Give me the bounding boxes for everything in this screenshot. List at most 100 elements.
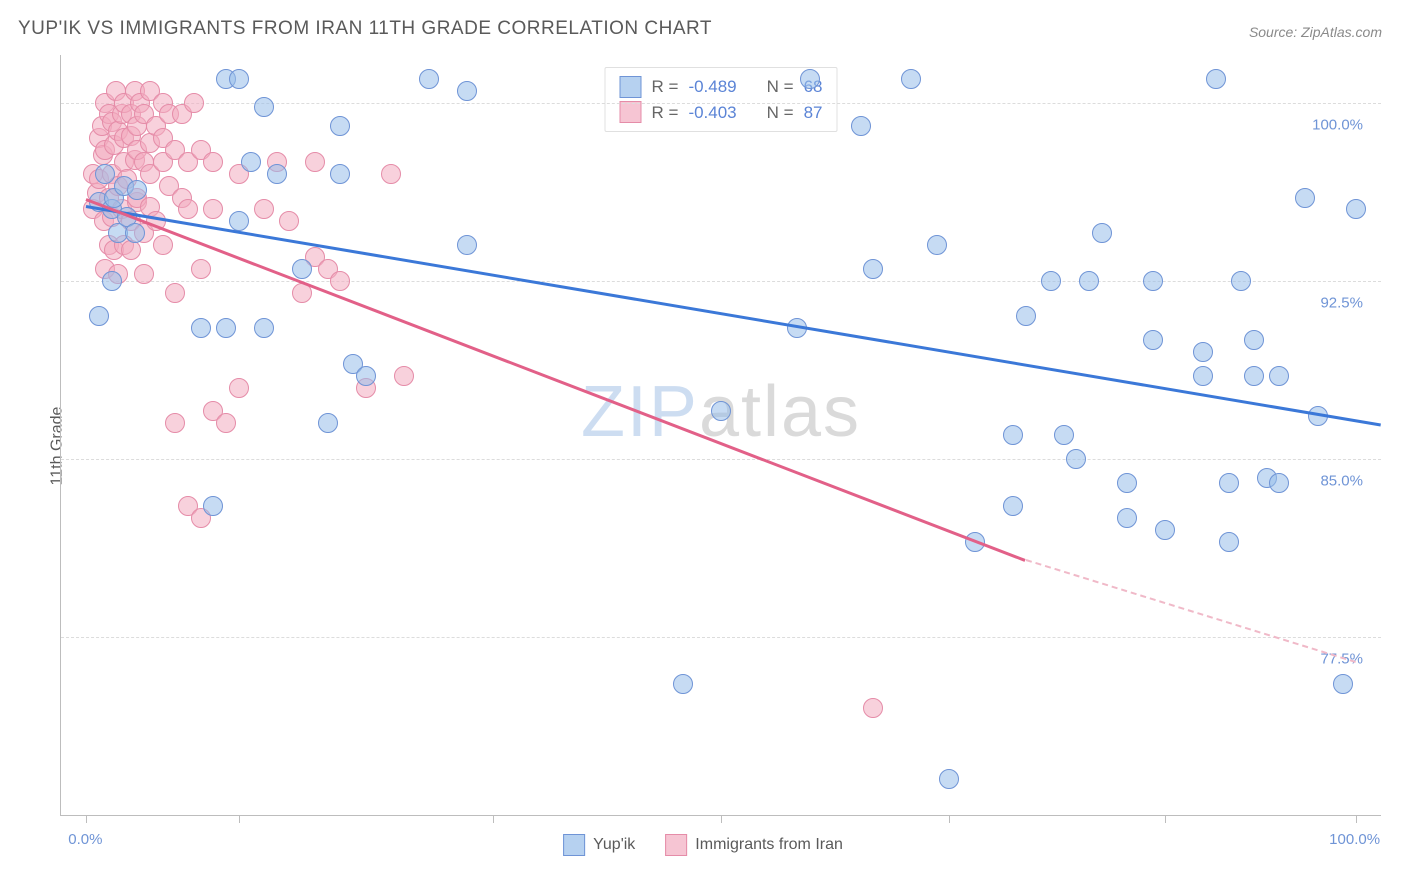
scatter-point bbox=[863, 698, 883, 718]
scatter-point bbox=[1003, 425, 1023, 445]
scatter-point bbox=[863, 259, 883, 279]
scatter-point bbox=[89, 306, 109, 326]
x-tick bbox=[721, 815, 722, 823]
scatter-point bbox=[851, 116, 871, 136]
legend-label: Immigrants from Iran bbox=[695, 836, 843, 854]
scatter-point bbox=[939, 769, 959, 789]
scatter-point bbox=[254, 97, 274, 117]
r-value-0: -0.489 bbox=[688, 74, 736, 100]
scatter-point bbox=[203, 152, 223, 172]
scatter-point bbox=[1003, 496, 1023, 516]
scatter-point bbox=[203, 496, 223, 516]
scatter-point bbox=[165, 283, 185, 303]
scatter-point bbox=[330, 116, 350, 136]
scatter-point bbox=[1155, 520, 1175, 540]
scatter-point bbox=[229, 211, 249, 231]
scatter-point bbox=[1117, 508, 1137, 528]
gridline bbox=[61, 281, 1381, 282]
chart-title: YUP'IK VS IMMIGRANTS FROM IRAN 11TH GRAD… bbox=[18, 18, 712, 40]
scatter-point bbox=[1193, 342, 1213, 362]
scatter-point bbox=[1143, 330, 1163, 350]
scatter-point bbox=[1079, 271, 1099, 291]
scatter-point bbox=[1295, 188, 1315, 208]
swatch-blue-icon bbox=[620, 76, 642, 98]
scatter-point bbox=[153, 235, 173, 255]
scatter-point bbox=[254, 199, 274, 219]
scatter-point bbox=[95, 164, 115, 184]
scatter-point bbox=[1231, 271, 1251, 291]
plot-area: ZIPatlas R = -0.489 N = 68 R = -0.403 N … bbox=[60, 55, 1381, 816]
scatter-point bbox=[203, 199, 223, 219]
scatter-point bbox=[216, 413, 236, 433]
scatter-point bbox=[457, 81, 477, 101]
scatter-point bbox=[165, 413, 185, 433]
scatter-point bbox=[216, 318, 236, 338]
scatter-point bbox=[1219, 473, 1239, 493]
y-tick-label: 85.0% bbox=[1320, 472, 1363, 489]
gridline bbox=[61, 459, 1381, 460]
scatter-point bbox=[305, 152, 325, 172]
scatter-point bbox=[673, 674, 693, 694]
legend-label: Yup'ik bbox=[593, 836, 635, 854]
scatter-point bbox=[292, 259, 312, 279]
trend-line bbox=[86, 205, 1381, 426]
legend-item: Immigrants from Iran bbox=[665, 834, 843, 856]
scatter-point bbox=[254, 318, 274, 338]
chart-container: YUP'IK VS IMMIGRANTS FROM IRAN 11TH GRAD… bbox=[0, 0, 1406, 892]
scatter-point bbox=[1346, 199, 1366, 219]
scatter-point bbox=[901, 69, 921, 89]
scatter-point bbox=[330, 164, 350, 184]
scatter-point bbox=[121, 240, 141, 260]
y-tick-label: 92.5% bbox=[1320, 294, 1363, 311]
legend-series: Yup'ik Immigrants from Iran bbox=[563, 834, 843, 856]
scatter-point bbox=[394, 366, 414, 386]
x-tick bbox=[949, 815, 950, 823]
scatter-point bbox=[381, 164, 401, 184]
legend-stats-row-0: R = -0.489 N = 68 bbox=[620, 74, 823, 100]
scatter-point bbox=[1333, 674, 1353, 694]
scatter-point bbox=[229, 378, 249, 398]
scatter-point bbox=[191, 318, 211, 338]
gridline bbox=[61, 637, 1381, 638]
scatter-point bbox=[102, 271, 122, 291]
scatter-point bbox=[800, 69, 820, 89]
scatter-point bbox=[318, 413, 338, 433]
x-tick bbox=[86, 815, 87, 823]
scatter-point bbox=[125, 223, 145, 243]
scatter-point bbox=[1269, 473, 1289, 493]
x-tick-label: 100.0% bbox=[1329, 831, 1380, 848]
scatter-point bbox=[1143, 271, 1163, 291]
scatter-point bbox=[927, 235, 947, 255]
source-label: Source: ZipAtlas.com bbox=[1249, 24, 1382, 40]
scatter-point bbox=[1193, 366, 1213, 386]
scatter-point bbox=[127, 180, 147, 200]
scatter-point bbox=[1016, 306, 1036, 326]
scatter-point bbox=[267, 164, 287, 184]
swatch-pink-icon bbox=[620, 101, 642, 123]
scatter-point bbox=[457, 235, 477, 255]
y-tick-label: 100.0% bbox=[1312, 116, 1363, 133]
trend-line-dashed bbox=[1025, 559, 1356, 663]
scatter-point bbox=[229, 69, 249, 89]
scatter-point bbox=[241, 152, 261, 172]
scatter-point bbox=[1244, 330, 1264, 350]
scatter-point bbox=[1092, 223, 1112, 243]
scatter-point bbox=[419, 69, 439, 89]
scatter-point bbox=[1269, 366, 1289, 386]
scatter-point bbox=[1244, 366, 1264, 386]
scatter-point bbox=[1117, 473, 1137, 493]
scatter-point bbox=[191, 259, 211, 279]
scatter-point bbox=[1206, 69, 1226, 89]
n-label: N = bbox=[767, 74, 794, 100]
scatter-point bbox=[184, 93, 204, 113]
legend-item: Yup'ik bbox=[563, 834, 635, 856]
scatter-point bbox=[1219, 532, 1239, 552]
scatter-point bbox=[1041, 271, 1061, 291]
swatch-pink-icon bbox=[665, 834, 687, 856]
scatter-point bbox=[356, 366, 376, 386]
x-tick bbox=[1356, 815, 1357, 823]
scatter-point bbox=[330, 271, 350, 291]
scatter-point bbox=[1054, 425, 1074, 445]
x-tick bbox=[1165, 815, 1166, 823]
scatter-point bbox=[279, 211, 299, 231]
